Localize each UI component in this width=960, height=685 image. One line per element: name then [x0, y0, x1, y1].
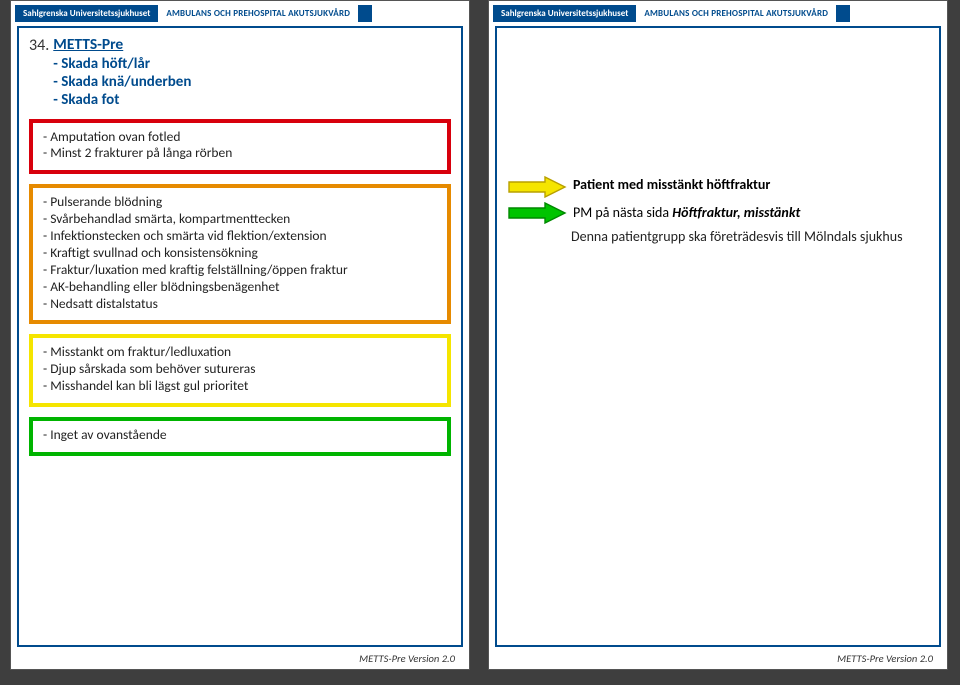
list-item: - Infektionstecken och smärta vid flekti…: [43, 228, 437, 245]
priority-box-red: - Amputation ovan fotled - Minst 2 frakt…: [29, 119, 451, 175]
list-item: - Misshandel kan bli lägst gul prioritet: [43, 378, 437, 395]
header-bar: Sahlgrenska Universitetssjukhuset AMBULA…: [493, 5, 943, 22]
header-tail: [836, 5, 850, 22]
dept-label: AMBULANS OCH PREHOSPITAL AKUTSJUKVÅRD: [636, 5, 836, 22]
arrow-right-icon: [507, 176, 567, 198]
footer-version: METTS-Pre Version 2.0: [837, 652, 933, 665]
title-row: 34. METTS-Pre - Skada höft/lår - Skada k…: [29, 36, 451, 109]
list-item: - AK-behandling eller blödningsbenägenhe…: [43, 279, 437, 296]
title-sub-2: - Skada fot: [53, 91, 191, 109]
content-frame: Patient med misstänkt höftfraktur PM på …: [495, 26, 941, 647]
list-item: - Inget av ovanstående: [43, 427, 437, 444]
title-sub-1: - Skada knä/underben: [53, 73, 191, 91]
title-sub-0: - Skada höft/lår: [53, 55, 191, 73]
list-item: - Pulserande blödning: [43, 194, 437, 211]
header-bar: Sahlgrenska Universitetssjukhuset AMBULA…: [15, 5, 465, 22]
priority-box-orange: - Pulserande blödning - Svårbehandlad sm…: [29, 184, 451, 324]
priority-box-green: - Inget av ovanstående: [29, 417, 451, 456]
content-frame: 34. METTS-Pre - Skada höft/lår - Skada k…: [17, 26, 463, 647]
list-item: - Djup sårskada som behöver sutureras: [43, 361, 437, 378]
list-item: - Minst 2 frakturer på långa rörben: [43, 145, 437, 162]
slide-right: Sahlgrenska Universitetssjukhuset AMBULA…: [488, 0, 948, 670]
list-item: - Misstankt om fraktur/ledluxation: [43, 344, 437, 361]
title-main: METTS-Pre: [53, 36, 191, 55]
priority-box-yellow: - Misstankt om fraktur/ledluxation - Dju…: [29, 334, 451, 407]
slide-left: Sahlgrenska Universitetssjukhuset AMBULA…: [10, 0, 470, 670]
org-badge: Sahlgrenska Universitetssjukhuset: [15, 5, 158, 22]
list-item: - Fraktur/luxation med kraftig felställn…: [43, 262, 437, 279]
header-tail: [358, 5, 372, 22]
info-heading: Patient med misstänkt höftfraktur: [573, 176, 770, 194]
dept-label: AMBULANS OCH PREHOSPITAL AKUTSJUKVÅRD: [158, 5, 358, 22]
info-pm: PM på nästa sida Höftfraktur, misstänkt: [573, 204, 800, 222]
org-badge: Sahlgrenska Universitetssjukhuset: [493, 5, 636, 22]
list-item: - Nedsatt distalstatus: [43, 296, 437, 313]
list-item: - Amputation ovan fotled: [43, 129, 437, 146]
title-block: METTS-Pre - Skada höft/lår - Skada knä/u…: [53, 36, 191, 109]
info-body: Denna patientgrupp ska företrädesvis til…: [507, 228, 923, 247]
arrow-right-icon: [507, 202, 567, 224]
arrow-row-green: PM på nästa sida Höftfraktur, misstänkt: [507, 202, 923, 224]
list-item: - Kraftigt svullnad och konsistensökning: [43, 245, 437, 262]
list-item: - Svårbehandlad smärta, kompartmenttecke…: [43, 211, 437, 228]
slide-number: 34.: [29, 36, 49, 55]
footer-version: METTS-Pre Version 2.0: [359, 652, 455, 665]
arrow-row-yellow: Patient med misstänkt höftfraktur: [507, 176, 923, 198]
